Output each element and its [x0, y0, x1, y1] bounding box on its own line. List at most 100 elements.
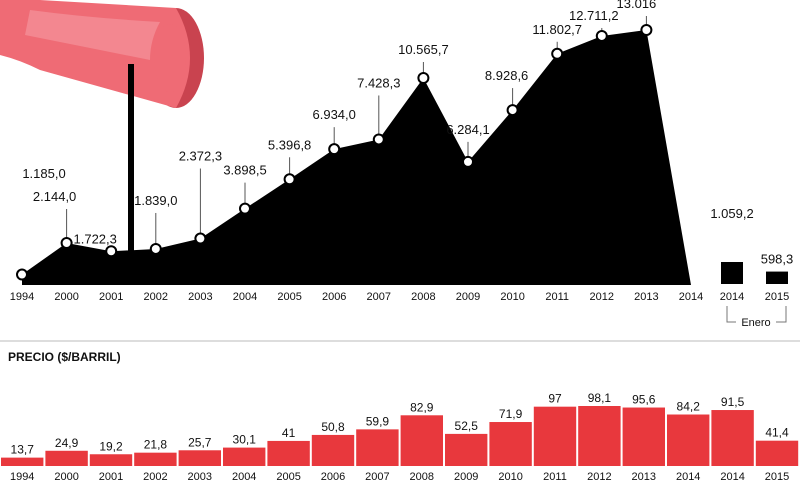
- price-bar-label: 41,4: [765, 426, 789, 440]
- data-label: 12.711,2: [569, 8, 619, 23]
- price-bar: [533, 406, 577, 466]
- x-tick-label: 2014: [679, 291, 703, 303]
- x-tick-label: 2005: [277, 291, 301, 303]
- x-tick-label: 1994: [10, 291, 34, 303]
- data-label: 11.802,7: [532, 22, 582, 37]
- area-fill: [22, 30, 691, 285]
- data-label: 6.284,1: [446, 122, 489, 137]
- data-label: 1.839,0: [134, 193, 177, 208]
- data-label: 2.144,0: [33, 189, 76, 204]
- price-bar-label: 19,2: [99, 439, 123, 453]
- price-bar: [223, 447, 266, 466]
- data-point: [328, 143, 341, 156]
- x-tick-label: 2000: [54, 291, 78, 303]
- price-bar: [667, 414, 710, 466]
- data-point: [640, 24, 653, 36]
- price-bar-chart: 13,7 1994 24,9 2000 19,2 2001 21,8 2002 25,7 2003…: [1, 391, 799, 480]
- price-tick-label: 2001: [99, 471, 123, 480]
- x-tick-label: 2007: [367, 291, 391, 303]
- price-bar: [134, 452, 177, 466]
- monthly-bar: [766, 271, 788, 284]
- data-point: [595, 29, 608, 42]
- price-bar: [1, 457, 44, 466]
- x-tick-label: 2009: [456, 291, 480, 303]
- bracket: [726, 306, 787, 323]
- price-tick-label: 2011: [543, 471, 567, 480]
- data-label: 6.934,0: [313, 107, 356, 122]
- price-bar-label: 41: [282, 426, 296, 440]
- data-label: 1.722,3: [74, 231, 117, 246]
- price-tick-label: 2013: [632, 471, 656, 480]
- price-tick-label: 1994: [10, 471, 34, 480]
- data-label: 10.565,7: [398, 42, 449, 57]
- x-tick-label: 2013: [634, 291, 658, 303]
- price-bar-label: 82,9: [410, 400, 434, 414]
- data-point: [194, 232, 207, 245]
- price-bar: [178, 450, 221, 466]
- price-chart-title: PRECIO ($/BARRIL): [8, 350, 121, 364]
- data-point: [462, 155, 474, 168]
- data-point: [283, 173, 296, 186]
- price-bar: [89, 454, 133, 466]
- x-tick-label: 2008: [411, 291, 435, 303]
- price-tick-label: 2009: [454, 471, 478, 480]
- price-bar: [311, 434, 355, 466]
- data-label: 7.428,3: [357, 75, 400, 90]
- oil-barrel-pouring-icon: [0, 0, 204, 254]
- price-tick-label: 2014: [676, 471, 700, 480]
- price-tick-label: 2000: [54, 471, 78, 480]
- price-tick-label: 2012: [587, 471, 611, 480]
- price-tick-label: 2010: [498, 471, 522, 480]
- data-point: [239, 202, 251, 215]
- price-bar-label: 59,9: [366, 414, 390, 428]
- data-point: [149, 242, 162, 255]
- price-bar-label: 50,8: [321, 420, 345, 434]
- price-bar: [445, 433, 488, 466]
- x-tick-label: 2001: [99, 291, 123, 303]
- price-bar: [578, 406, 621, 466]
- price-bar-label: 52,5: [455, 419, 479, 433]
- price-bar-label: 91,5: [721, 395, 745, 409]
- data-label: 8.928,6: [485, 68, 528, 83]
- price-tick-label: 2015: [765, 471, 789, 480]
- data-point: [16, 268, 28, 281]
- x-tick-label: 2006: [322, 291, 346, 303]
- area-chart-x-ticks: 1994 2000 2001 2002 2003 2004 2005 2006 2007 2008…: [10, 291, 703, 303]
- data-point: [105, 245, 118, 258]
- price-tick-label: 2006: [321, 471, 345, 480]
- data-label: 5.396,8: [268, 137, 311, 152]
- price-bar-label: 84,2: [677, 400, 701, 414]
- price-bar-label: 95,6: [632, 393, 656, 407]
- production-area-chart: 1.185,0 2.144,0 1.722,3 1.839,0 2.372,33.898…: [16, 0, 691, 285]
- bracket-label: Enero: [741, 317, 770, 329]
- price-bar-label: 97: [548, 392, 562, 406]
- price-bar-label: 98,1: [588, 391, 612, 405]
- price-bar: [622, 407, 665, 466]
- monthly-bar: [721, 262, 743, 284]
- data-point: [506, 104, 519, 117]
- price-bar-label: 13,7: [11, 443, 35, 457]
- price-tick-label: 2005: [276, 471, 300, 480]
- price-tick-label: 2003: [188, 471, 212, 480]
- x-tick-label: 2003: [188, 291, 212, 303]
- price-bar-label: 71,9: [499, 407, 523, 421]
- price-bar-label: 25,7: [188, 435, 212, 449]
- x-tick-label: 2010: [500, 291, 524, 303]
- x-tick-label: 2004: [233, 291, 257, 303]
- monthly-bar-label: 598,3: [761, 252, 794, 267]
- data-label: 13.016: [617, 0, 657, 11]
- price-bar: [45, 450, 88, 466]
- price-bar: [400, 415, 443, 466]
- price-bar: [755, 440, 799, 466]
- data-point: [372, 133, 385, 146]
- price-bar-label: 24,9: [55, 436, 79, 450]
- monthly-tick-label: 2014: [720, 291, 744, 303]
- price-tick-label: 2014: [720, 471, 744, 480]
- barrel-shine-icon: [25, 10, 160, 60]
- x-tick-label: 2011: [545, 291, 569, 303]
- price-tick-label: 2007: [365, 471, 389, 480]
- price-tick-label: 2008: [410, 471, 434, 480]
- price-bar-label: 21,8: [144, 438, 168, 452]
- data-label: 3.898,5: [223, 163, 266, 178]
- monthly-bars: 1.059,2 2014 598,3 2015 Enero: [710, 206, 793, 329]
